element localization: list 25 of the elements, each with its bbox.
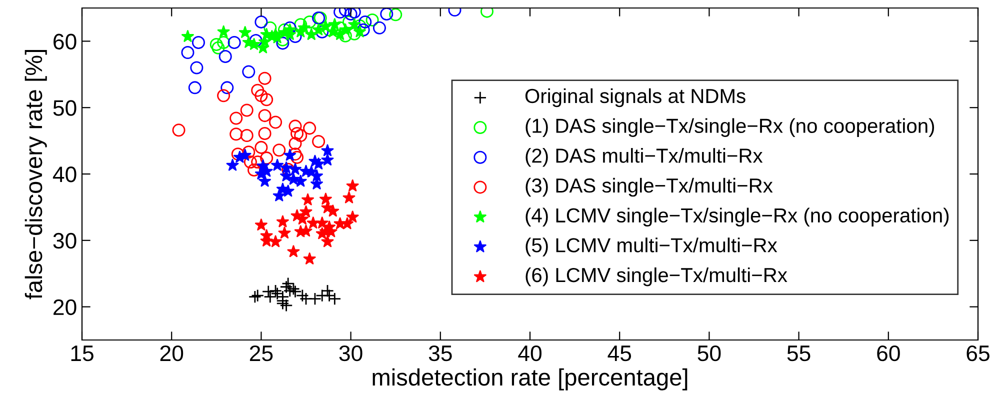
x-tick-label: 35 xyxy=(428,345,452,362)
y-axis-title: false−discovery rate [%] xyxy=(24,50,47,300)
y-tick-label: 20 xyxy=(54,299,76,316)
y-tick-label: 50 xyxy=(53,100,76,116)
legend-label: (4) LCMV single−Tx/single−Rx (no cooperation) xyxy=(526,208,949,227)
x-tick-label: 25 xyxy=(250,345,273,362)
x-tick-label: 40 xyxy=(518,345,542,362)
x-tick-label: 50 xyxy=(698,345,721,362)
legend-label: (1) DAS single−Tx/single−Rx (no cooperation) xyxy=(526,118,934,137)
legend-label: (2) DAS multi−Tx/multi−Rx xyxy=(526,148,763,167)
x-tick-label: 65 xyxy=(966,345,990,362)
x-tick-label: 30 xyxy=(339,345,362,362)
y-tick-label: 30 xyxy=(53,232,76,249)
x-tick-label: 60 xyxy=(877,345,900,362)
x-axis-title: misdetection rate [percentage] xyxy=(372,368,688,390)
x-tick-label: 45 xyxy=(608,346,632,362)
x-tick-label: 15 xyxy=(71,346,94,362)
x-tick-label: 55 xyxy=(787,346,810,362)
x-tick-label: 20 xyxy=(160,345,184,362)
legend-label: (6) LCMV single−Tx/multi−Rx xyxy=(526,267,788,286)
y-tick-label: 60 xyxy=(54,34,76,50)
legend-label: (3) DAS single−Tx/multi−Rx xyxy=(526,178,773,197)
legend-label: Original signals at NDMs xyxy=(525,88,746,108)
y-tick-label: 40 xyxy=(52,166,76,182)
legend-label: (5) LCMV multi−Tx/multi−Rx xyxy=(526,238,778,256)
